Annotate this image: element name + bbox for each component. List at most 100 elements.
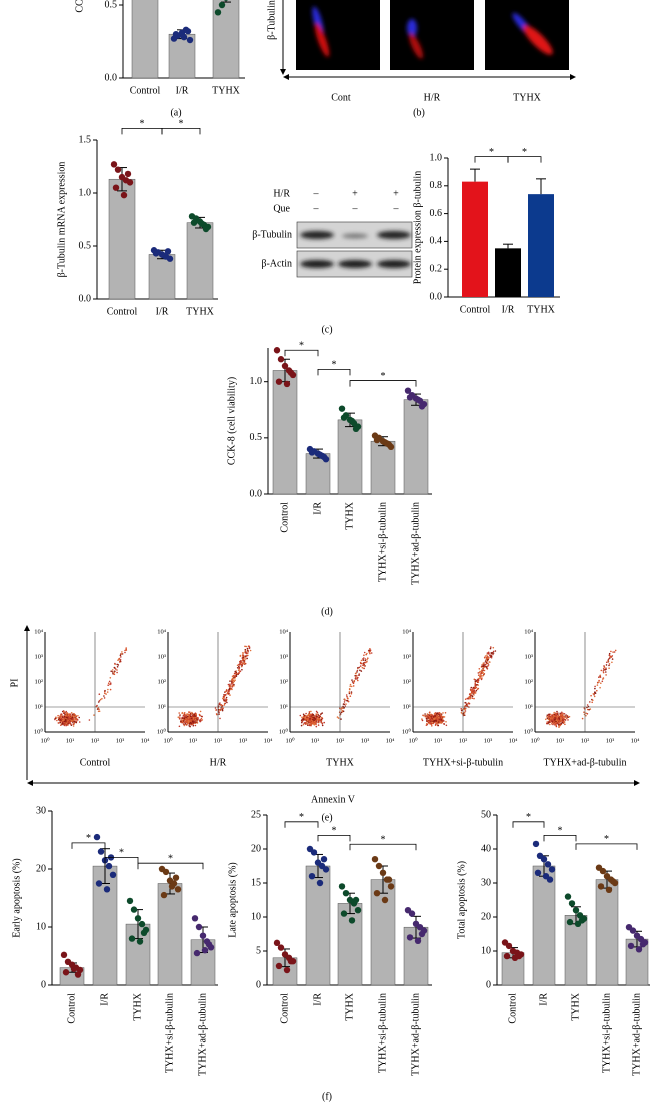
- flow-dot: [184, 722, 187, 725]
- flow-dot: [443, 716, 446, 718]
- flow-dot: [57, 722, 60, 724]
- y-tick-label: 0.4: [430, 236, 443, 247]
- micrograph: [296, 0, 380, 70]
- significance-bracket: [543, 835, 577, 842]
- flow-x-tick: 10¹: [434, 737, 443, 744]
- flow-dot: [359, 661, 362, 664]
- flow-dot: [567, 716, 569, 718]
- flow-dot: [232, 682, 234, 684]
- flow-dot: [98, 693, 101, 695]
- flow-dot: [88, 719, 91, 721]
- flow-dot: [72, 725, 75, 727]
- flow-dot: [215, 709, 218, 711]
- y-axis-label: Protein expression β-tubulin: [412, 171, 423, 284]
- flow-dot: [470, 689, 472, 691]
- flow-dot: [228, 687, 231, 690]
- data-point: [338, 883, 346, 890]
- significance-label: *: [381, 835, 386, 846]
- flow-dot: [232, 674, 235, 677]
- flow-dot: [103, 697, 106, 699]
- flow-dot: [229, 680, 231, 682]
- flow-dot: [429, 711, 431, 713]
- flow-dot: [594, 685, 596, 688]
- flow-dot: [189, 717, 191, 720]
- flow-dot: [321, 721, 323, 724]
- flow-dot: [550, 719, 552, 721]
- data-point: [316, 879, 324, 887]
- flow-dot: [223, 703, 226, 705]
- flow-dot: [231, 678, 233, 681]
- flow-dot: [190, 724, 192, 726]
- flow-dot: [113, 671, 115, 674]
- data-point: [214, 9, 222, 16]
- flow-dot: [361, 666, 364, 669]
- data-point: [387, 883, 395, 890]
- flow-dot: [353, 679, 356, 682]
- y-tick-label: 0.0: [250, 488, 263, 499]
- data-point: [635, 946, 643, 953]
- flow-dot: [191, 711, 193, 714]
- flow-dot: [489, 647, 492, 650]
- flow-dot: [190, 712, 193, 715]
- data-point: [322, 866, 330, 873]
- flow-dot: [194, 718, 197, 721]
- data-point: [180, 33, 188, 41]
- flow-dot: [356, 671, 358, 673]
- flow-dot: [241, 663, 243, 666]
- flow-dot: [109, 688, 112, 691]
- flow-y-tick: 10³: [158, 653, 167, 660]
- flow-dot: [611, 661, 613, 664]
- flow-plot: [177, 645, 252, 728]
- flow-dot: [485, 666, 488, 668]
- flow-dot: [241, 664, 243, 667]
- data-point: [172, 874, 180, 881]
- flow-dot: [561, 715, 564, 717]
- flow-dot: [219, 709, 221, 711]
- microscopy-column: Cont: [331, 92, 351, 103]
- flow-dot: [363, 657, 365, 659]
- flow-dot: [226, 701, 228, 704]
- flow-dot: [63, 719, 65, 721]
- flow-dot: [304, 715, 307, 718]
- x-tick-label: Control: [460, 304, 491, 315]
- flow-dot: [181, 711, 184, 714]
- flow-dot: [555, 713, 558, 715]
- flow-dot: [69, 715, 72, 718]
- flow-dot: [553, 714, 555, 717]
- y-tick-label: 15: [251, 877, 261, 888]
- flow-dot: [475, 689, 478, 692]
- flow-dot: [605, 668, 607, 671]
- flow-dot: [69, 716, 72, 719]
- flow-dot: [344, 698, 346, 701]
- flow-dot: [358, 666, 361, 669]
- flow-dot: [221, 709, 224, 712]
- flow-y-tick: 10³: [35, 653, 44, 660]
- significance-bracket: [137, 862, 204, 870]
- flow-dot: [600, 682, 602, 684]
- flow-dot: [479, 673, 482, 675]
- flow-dot: [223, 704, 226, 706]
- flow-x-tick: 10²: [459, 737, 468, 744]
- flow-dot: [608, 663, 611, 665]
- flow-dot: [480, 678, 483, 681]
- flow-dot: [557, 719, 560, 722]
- bar: [595, 879, 619, 986]
- flow-dot: [431, 725, 433, 727]
- data-point: [627, 942, 635, 950]
- flow-dot: [487, 664, 490, 666]
- flow-x-tick: 10¹: [556, 737, 565, 744]
- flow-dot: [560, 717, 562, 719]
- flow-dot: [553, 711, 555, 714]
- data-point: [373, 890, 381, 897]
- condition-sign: –: [393, 203, 400, 214]
- flow-x-tick: 10¹: [189, 737, 198, 744]
- y-tick-label: 20: [36, 863, 46, 874]
- bar: [157, 883, 183, 986]
- y-axis-label: Early apoptosis (%): [11, 858, 22, 937]
- flow-dot: [550, 716, 553, 718]
- flow-dot: [107, 682, 110, 684]
- flow-dot: [224, 694, 226, 696]
- x-tick-label: I/R: [156, 306, 169, 317]
- data-point: [275, 962, 283, 970]
- flow-dot: [180, 720, 182, 722]
